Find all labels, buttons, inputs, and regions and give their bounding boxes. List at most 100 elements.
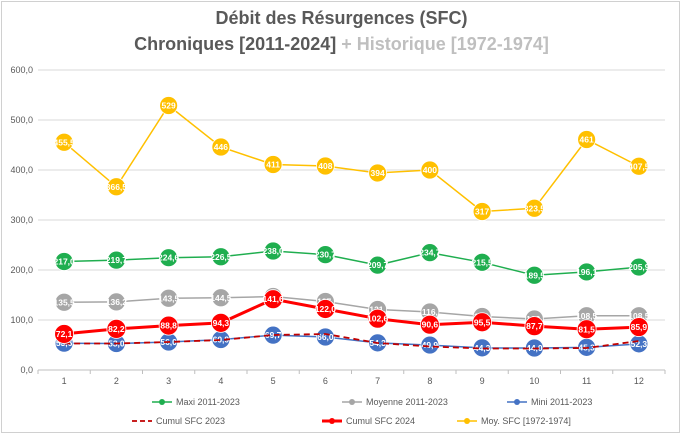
series-line-maxi-2011-2023 [64,250,639,277]
data-label-mini-2011-2023: 69,7 [265,330,282,340]
legend-label-cumul-sfc-2024: Cumul SFC 2024 [346,416,415,426]
data-label-moy-sfc-1972-1974: 411 [266,160,280,170]
legend-marker-moy-sfc-1972-1974 [464,418,470,424]
data-point-maxi-2011-2023 [106,250,126,270]
x-tick-label: 2 [114,376,119,386]
data-label-moyenne-2011-2023: 135,5 [53,297,75,307]
data-point-cumul-sfc-2024 [106,318,127,339]
data-label-maxi-2011-2023: 215,5 [471,257,493,267]
data-label-mini-2011-2023: 66,0 [317,332,334,342]
data-label-cumul-sfc-2024: 85,9 [631,322,648,332]
data-label-moy-sfc-1972-1974: 394 [371,168,385,178]
data-point-cumul-sfc-2024 [315,299,336,319]
data-point-maxi-2011-2023 [315,245,335,265]
legend-label-maxi-2011-2023: Maxi 2011-2023 [176,397,240,407]
y-tick-label: 0,0 [20,365,33,375]
data-label-cumul-sfc-2024: 81,5 [578,324,595,334]
data-label-moy-sfc-1972-1974: 455,5 [53,137,75,147]
data-point-moy-sfc-1972-1974 [368,163,388,183]
series-line-moyenne-2011-2023 [64,295,639,320]
y-tick-label: 500,0 [10,115,33,125]
data-point-cumul-sfc-2024 [628,317,649,337]
y-tick-label: 600,0 [10,65,33,75]
data-label-moy-sfc-1972-1974: 323,5 [524,203,546,213]
series-line-cumul-sfc-2024 [63,297,639,336]
data-point-cumul-sfc-2024 [263,289,284,310]
data-point-moyenne-2011-2023 [159,288,179,308]
data-label-moy-sfc-1972-1974: 366,5 [106,182,128,192]
data-point-maxi-2011-2023 [54,252,74,271]
data-label-moy-sfc-1972-1974: 317 [475,207,489,217]
data-point-maxi-2011-2023 [472,252,492,272]
data-point-cumul-sfc-2024 [419,314,440,335]
data-point-moy-sfc-1972-1974 [472,202,492,221]
data-point-moy-sfc-1972-1974 [159,96,179,115]
data-label-moy-sfc-1972-1974: 461 [580,135,594,145]
series-line-mini-2011-2023 [64,334,639,349]
data-label-moy-sfc-1972-1974: 400 [423,165,437,175]
data-label-moyenne-2011-2023: 144,5 [210,293,232,303]
data-label-moyenne-2011-2023: 136,2 [106,297,128,307]
legend-marker-moyenne-2011-2023 [349,399,355,405]
legend-marker-cumul-sfc-2024 [329,418,335,424]
data-point-moy-sfc-1972-1974 [54,132,74,152]
subtitle-historic: + Historique [1972-1974] [341,34,549,54]
data-label-maxi-2011-2023: 230,7 [315,250,337,260]
data-label-maxi-2011-2023: 226,5 [210,252,232,262]
data-label-moyenne-2011-2023: 108,5 [576,311,598,321]
data-label-cumul-sfc-2024: 87,7 [526,321,543,331]
x-tick-label: 12 [634,376,644,386]
data-point-cumul-sfc-2024 [367,308,388,329]
legend-marker-maxi-2011-2023 [159,399,165,405]
data-point-maxi-2011-2023 [577,262,597,282]
data-point-mini-2011-2023 [420,335,440,355]
data-point-maxi-2011-2023 [629,257,649,277]
data-point-cumul-sfc-2024 [472,312,493,333]
data-label-mini-2011-2023: 60,9 [213,335,230,345]
data-label-cumul-sfc-2024: 88,8 [160,321,177,331]
data-label-maxi-2011-2023: 234,7 [419,248,441,258]
y-tick-label: 100,0 [10,315,33,325]
y-tick-label: 200,0 [10,265,33,275]
x-tick-label: 5 [271,376,276,386]
x-tick-label: 8 [427,376,432,386]
data-label-maxi-2011-2023: 238,0 [262,246,284,256]
data-point-moyenne-2011-2023 [54,292,74,312]
data-label-moyenne-2011-2023: 143,5 [158,293,180,303]
data-label-cumul-sfc-2024: 95,5 [474,317,491,327]
data-label-moy-sfc-1972-1974: 407,5 [628,161,650,171]
data-point-moy-sfc-1972-1974 [106,177,126,197]
legend-marker-mini-2011-2023 [514,399,520,405]
subtitle-main: Chroniques [2011-2024] [134,34,337,54]
data-point-maxi-2011-2023 [263,241,283,261]
data-point-moyenne-2011-2023 [211,288,231,308]
data-point-maxi-2011-2023 [420,243,440,263]
data-point-moy-sfc-1972-1974 [263,155,283,174]
data-label-moy-sfc-1972-1974: 529 [162,101,176,111]
legend-label-moy-sfc-1972-1974: Moy. SFC [1972-1974] [481,416,571,426]
data-point-moy-sfc-1972-1974 [577,130,597,149]
data-label-mini-2011-2023: 49,9 [422,340,439,350]
x-tick-label: 4 [218,376,223,386]
data-label-cumul-sfc-2024: 122,0 [315,304,337,314]
data-label-cumul-sfc-2024: 141,6 [262,294,284,304]
x-tick-label: 9 [480,376,485,386]
chart-subtitle: Chroniques [2011-2024] + Historique [197… [0,34,683,55]
data-label-maxi-2011-2023: 205,9 [628,262,650,272]
data-point-maxi-2011-2023 [211,247,231,267]
data-point-moy-sfc-1972-1974 [211,137,231,157]
legend-label-cumul-sfc-2023: Cumul SFC 2023 [156,416,225,426]
data-label-moy-sfc-1972-1974: 408 [318,161,332,171]
data-label-cumul-sfc-2024: 94,3 [213,318,230,328]
data-label-maxi-2011-2023: 224,6 [158,253,180,263]
legend-label-mini-2011-2023: Mini 2011-2023 [531,397,592,407]
data-point-moyenne-2011-2023 [106,292,126,312]
data-point-maxi-2011-2023 [368,255,388,275]
data-point-cumul-sfc-2024 [158,315,179,336]
series-line-cumul-sfc-2023 [64,333,640,350]
x-tick-label: 7 [375,376,380,386]
x-tick-label: 10 [529,376,539,386]
data-point-maxi-2011-2023 [159,248,179,268]
data-label-mini-2011-2023: 44,3 [474,343,491,353]
